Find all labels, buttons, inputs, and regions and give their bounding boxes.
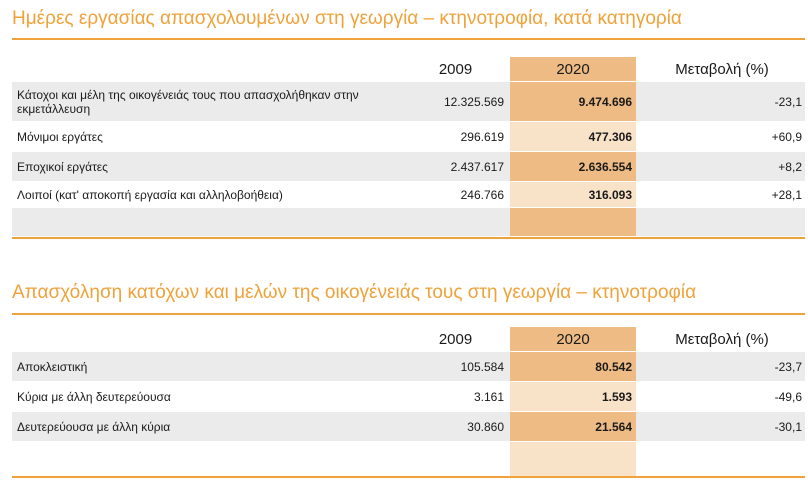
- row-value-2009: 2.437.617: [450, 159, 504, 174]
- table1-header-change: Μεταβολή (%): [675, 60, 769, 78]
- table2-2020-cell-bg: [510, 442, 636, 476]
- row-value-2009: 105.584: [460, 359, 504, 374]
- row-value-2009: 246.766: [460, 187, 504, 202]
- row-value-2020-text: 80.542: [595, 359, 632, 374]
- table1-title: Ημέρες εργασίας απασχολουμένων στη γεωργ…: [12, 8, 682, 29]
- table1-header-2009: 2009: [438, 60, 473, 78]
- row-value-2020-text: 9.474.696: [578, 94, 632, 109]
- table1-2020-cell-bg: [510, 208, 636, 236]
- table-row: Λοιποί (κατ' αποκοπή εργασία και αλληλοβ…: [12, 182, 805, 207]
- row-value-2009: 12.325.569: [443, 94, 504, 109]
- row-label: Δευτερεύουσα με άλλη κύρια: [17, 419, 171, 434]
- table2-header-change: Μεταβολή (%): [675, 330, 769, 348]
- table1-header-row: 2009 2020 Μεταβολή (%): [12, 57, 805, 81]
- row-label: Κύρια με άλλη δευτερεύουσα: [17, 389, 171, 404]
- row-value-2020-text: 316.093: [588, 187, 632, 202]
- row-value-2020: 80.542: [510, 352, 636, 381]
- row-value-2009: 30.860: [467, 419, 504, 434]
- table2-header-2009: 2009: [438, 330, 473, 348]
- table1-2020-header-bg: [510, 57, 636, 81]
- table2-2020-cell-bg: [510, 352, 636, 381]
- row-value-change: -23,7: [774, 359, 802, 374]
- table2-bottom-rule: [12, 476, 805, 478]
- table-row: Κάτοχοι και μέλη της οικογένειάς τους πο…: [12, 82, 805, 121]
- row-value-2020: 477.306: [510, 122, 636, 151]
- table-row: Εποχικοί εργάτες 2.437.617 2.636.554 +8,…: [12, 152, 805, 181]
- row-value-2009: 3.161: [473, 389, 504, 404]
- table-row: Μόνιμοι εργάτες 296.619 477.306 +60,9: [12, 122, 805, 151]
- table2-header-2020: 2020: [556, 330, 590, 348]
- table-row: Αποκλειστική 105.584 80.542 -23,7: [12, 352, 805, 381]
- table1-2020-cell-bg: [510, 182, 636, 207]
- table2-2020-header-bg: [510, 327, 636, 351]
- row-value-2020: 2.636.554: [510, 152, 636, 181]
- row-label: Εποχικοί εργάτες: [17, 159, 108, 174]
- row-value-2020-text: 1.593: [601, 389, 632, 404]
- row-value-2020: 9.474.696: [510, 82, 636, 121]
- table2-empty-row: [12, 442, 805, 476]
- table1-empty-row: [12, 208, 805, 236]
- table1-2020-cell-bg: [510, 82, 636, 121]
- table1-header-2020: 2020: [556, 60, 590, 78]
- row-value-change: +8,2: [778, 159, 802, 174]
- row-label: Λοιποί (κατ' αποκοπή εργασία και αλληλοβ…: [17, 187, 283, 202]
- table2-title: Απασχόληση κατόχων και μελών της οικογέν…: [12, 282, 697, 303]
- row-value-2020-text: 2.636.554: [578, 159, 632, 174]
- row-label: Κάτοχοι και μέλη της οικογένειάς τους πο…: [17, 87, 359, 116]
- table1-2020-cell-bg: [510, 152, 636, 181]
- table-row: Κύρια με άλλη δευτερεύουσα 3.161 1.593 -…: [12, 382, 805, 411]
- row-value-2009: 296.619: [460, 129, 504, 144]
- table2-2020-cell-bg: [510, 412, 636, 441]
- row-value-change: -49,6: [774, 389, 802, 404]
- row-value-2020: 316.093: [510, 182, 636, 207]
- row-value-2020-text: 21.564: [595, 419, 632, 434]
- row-value-change: -23,1: [774, 94, 802, 109]
- table1-2020-cell-bg: [510, 122, 636, 151]
- row-label: Αποκλειστική: [17, 359, 88, 374]
- row-value-2020: 21.564: [510, 412, 636, 441]
- row-value-change: +28,1: [771, 187, 802, 202]
- table-row: Δευτερεύουσα με άλλη κύρια 30.860 21.564…: [12, 412, 805, 441]
- row-value-2020: 1.593: [510, 382, 636, 411]
- row-value-2020-text: 477.306: [588, 129, 632, 144]
- table2-header-row: 2009 2020 Μεταβολή (%): [12, 327, 805, 351]
- table1-top-rule: [12, 38, 805, 40]
- table1-bottom-rule: [12, 237, 805, 239]
- table2-top-rule: [12, 313, 805, 315]
- row-value-change: +60,9: [771, 129, 802, 144]
- table2-2020-cell-bg: [510, 382, 636, 411]
- row-label: Μόνιμοι εργάτες: [17, 129, 103, 144]
- row-value-change: -30,1: [774, 419, 802, 434]
